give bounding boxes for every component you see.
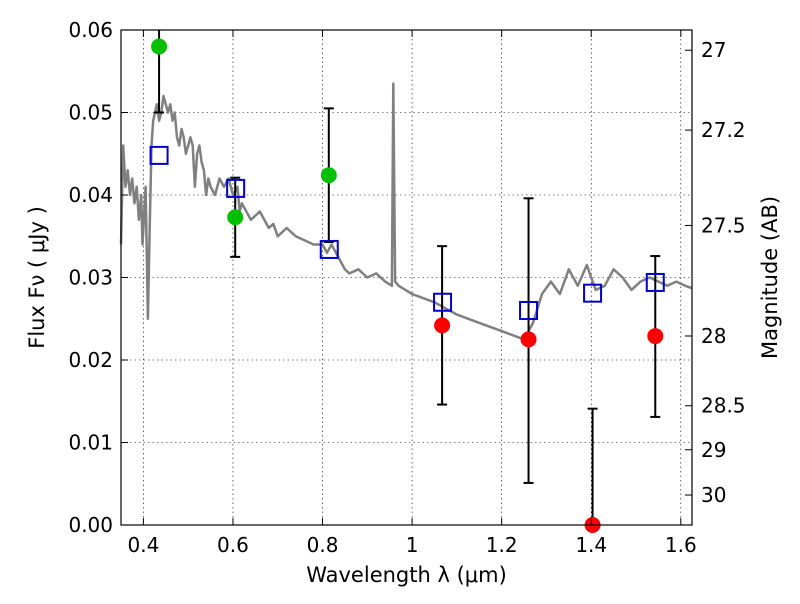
grid-lines [121, 29, 692, 526]
y-tick-label: 0.06 [68, 18, 113, 42]
y2-tick-label: 29 [701, 438, 726, 462]
y2-tick-label: 27.2 [701, 118, 746, 142]
y2-axis-label: Magnitude (AB) [758, 196, 782, 359]
y-axis-label: Flux Fν ( μJy ) [25, 206, 49, 349]
spectrum-line [119, 82, 693, 341]
x-tick-label: 0.6 [217, 533, 249, 557]
x-tick-label: 1 [406, 533, 419, 557]
detection-point [227, 209, 244, 226]
data-markers [149, 38, 665, 533]
y2-tick-label: 28 [701, 324, 726, 348]
model-band-flux [433, 292, 453, 312]
y-tick-label: 0.02 [68, 348, 113, 372]
detection-point [151, 38, 168, 55]
x-tick-label: 1.6 [665, 533, 697, 557]
faint-detection-point [434, 317, 451, 334]
x-tick-label: 0.4 [127, 533, 159, 557]
y-tick-label: 0.05 [68, 101, 113, 125]
y2-tick-label: 27.5 [701, 213, 746, 237]
model-band-flux [226, 178, 246, 198]
x-tick-label: 1.4 [575, 533, 607, 557]
x-axis-label: Wavelength λ (μm) [306, 563, 507, 587]
model-band-flux [519, 301, 539, 320]
y-tick-label: 0.01 [68, 431, 113, 455]
spectrum-series [119, 82, 693, 341]
y2-tick-label: 28.5 [701, 394, 746, 418]
detection-point [320, 167, 337, 184]
model-band-flux [645, 272, 665, 292]
model-band-flux [149, 145, 169, 165]
y2-tick-label: 27 [701, 38, 726, 62]
model-band-flux [583, 283, 603, 303]
y-tick-label: 0.03 [68, 266, 113, 290]
x-tick-label: 0.8 [307, 533, 339, 557]
faint-detection-point [647, 328, 664, 345]
model-band-flux [319, 239, 339, 259]
y-tick-label: 0.04 [68, 183, 113, 207]
faint-detection-point [520, 331, 537, 348]
y-tick-label: 0.00 [68, 513, 113, 537]
x-tick-label: 1.2 [486, 533, 518, 557]
y2-tick-label: 30 [701, 483, 726, 507]
axis-ticks: 0.4 0.6 0.8 1 1.2 1.4 1.6 0.00 0.01 0.02 0.03 0.04 0… [68, 18, 745, 557]
